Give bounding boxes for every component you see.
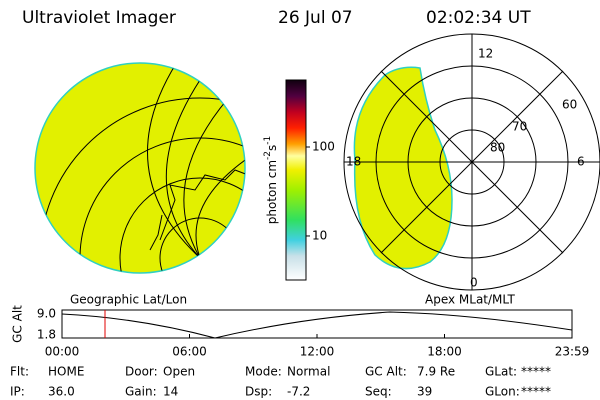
left-label: Geographic Lat/Lon [70,293,187,307]
x-tick-label: 23:59 [555,345,590,359]
altitude-curve [61,311,573,339]
x-tick-label: 12:00 [300,345,335,359]
mlt-label: 12 [478,47,493,61]
status-value: Open [163,365,195,379]
status-label: Seq: [365,385,392,399]
timeline-ylabel: GC Alt [11,305,25,343]
y-tick-label: 9.0 [37,307,56,321]
status-value: ***** [521,365,551,379]
mlt-label: 18 [346,155,361,169]
status-value: Normal [287,365,330,379]
time: 02:02:34 UT [426,8,531,28]
status-value: HOME [48,365,84,379]
timeline-frame [61,309,573,339]
geographic-image [34,62,246,274]
status-label: Gain: [125,385,157,399]
status-label: GC Alt: [365,365,407,379]
status-label: Dsp: [245,385,272,399]
status-value: ***** [521,385,551,399]
title: Ultraviolet Imager [22,8,176,28]
mlat-label: 80 [490,141,505,155]
status-label: Door: [125,365,158,379]
status-value: -7.2 [287,385,310,399]
mlat-label: 60 [562,98,577,112]
status-value: 7.9 Re [417,365,455,379]
date: 26 Jul 07 [278,8,353,28]
colorbar-tick-label: 10 [312,228,327,242]
colorbar-tick-label: 100 [312,139,335,153]
status-value: 39 [417,385,432,399]
x-tick-label: 06:00 [172,345,207,359]
status-label: GLat: [485,365,517,379]
status-value: 14 [163,385,178,399]
right-label: Apex MLat/MLT [425,293,515,307]
colorbar [285,79,307,281]
y-tick-label: 1.8 [37,328,56,342]
mlt-label: 0 [470,276,478,290]
x-tick-label: 00:00 [45,345,80,359]
status-label: Flt: [10,365,29,379]
status-label: IP: [10,385,25,399]
mlat-label: 70 [512,120,527,134]
x-tick-label: 18:00 [427,345,462,359]
status-label: GLon: [485,385,520,399]
colorbar-label: photon cm-2s-1 [263,136,279,225]
apex-polar [343,33,600,291]
status-value: 36.0 [48,385,75,399]
mlt-label: 6 [577,155,585,169]
status-label: Mode: [245,365,282,379]
